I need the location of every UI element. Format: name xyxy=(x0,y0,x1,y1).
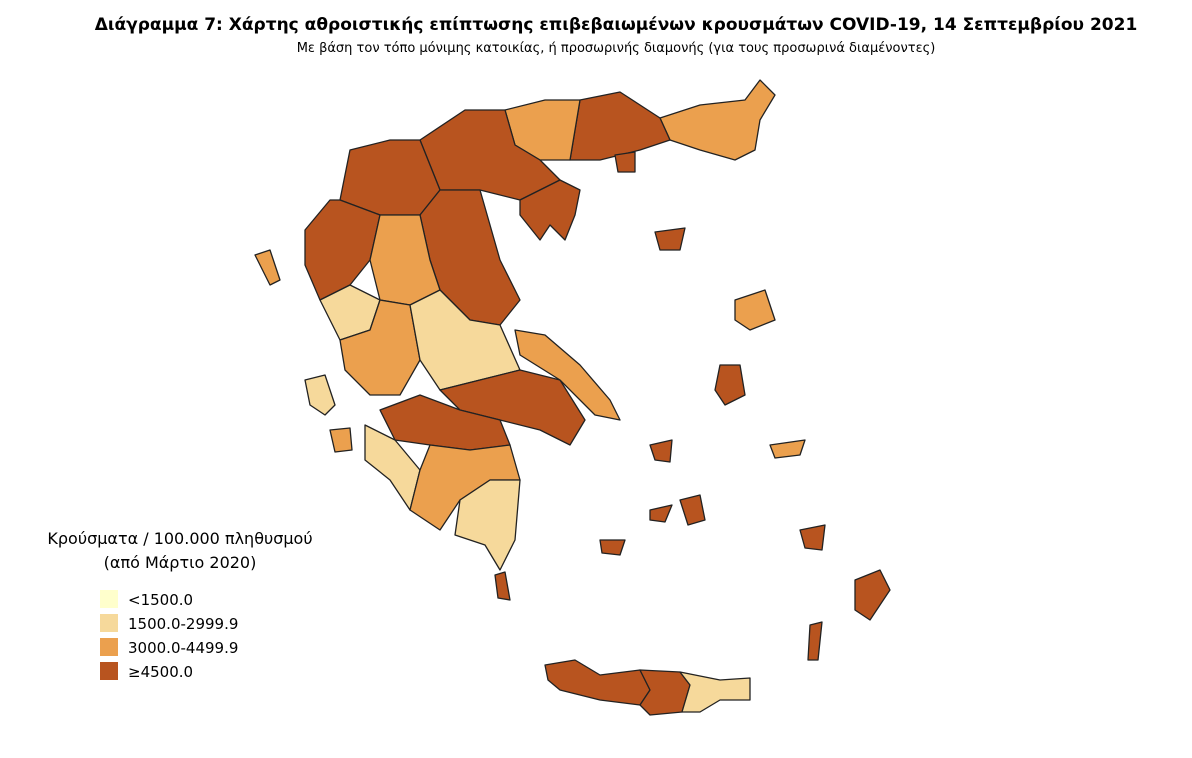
region xyxy=(679,671,751,713)
region xyxy=(614,151,636,173)
region xyxy=(714,364,746,406)
region xyxy=(569,91,671,161)
region xyxy=(769,439,806,459)
region xyxy=(659,79,776,161)
region xyxy=(679,494,706,526)
region xyxy=(519,179,581,241)
region xyxy=(807,621,823,661)
legend-label: <1500.0 xyxy=(128,591,193,609)
legend-label: 1500.0-2999.9 xyxy=(128,615,238,633)
region xyxy=(654,227,686,251)
region xyxy=(304,199,381,301)
region xyxy=(649,504,673,523)
legend-title: Κρούσματα / 100.000 πληθυσμού xyxy=(47,529,312,548)
region xyxy=(329,427,353,453)
region xyxy=(734,289,776,331)
subtitle: Με βάση τον τόπο μόνιμης κατοικίας, ή πρ… xyxy=(297,41,936,56)
title: Διάγραμμα 7: Χάρτης αθροιστικής επίπτωση… xyxy=(95,15,1138,35)
region xyxy=(854,569,891,621)
region xyxy=(254,249,281,286)
legend: <1500.0 1500.0-2999.9 3000.0-4499.9 ≥4500.0 xyxy=(100,590,238,681)
greece-map xyxy=(254,79,891,716)
region xyxy=(514,329,621,421)
legend-swatch xyxy=(100,614,118,632)
legend-label: 3000.0-4499.9 xyxy=(128,639,238,657)
region xyxy=(799,524,826,551)
legend-title: (από Μάρτιο 2020) xyxy=(104,553,257,572)
region xyxy=(304,374,336,416)
region xyxy=(454,479,521,571)
region xyxy=(544,659,651,706)
legend-label: ≥4500.0 xyxy=(128,663,193,681)
legend-swatch xyxy=(100,662,118,680)
region xyxy=(599,539,626,556)
region xyxy=(649,439,673,463)
region xyxy=(339,139,441,216)
region xyxy=(494,571,511,601)
legend-swatch xyxy=(100,590,118,608)
legend-swatch xyxy=(100,638,118,656)
